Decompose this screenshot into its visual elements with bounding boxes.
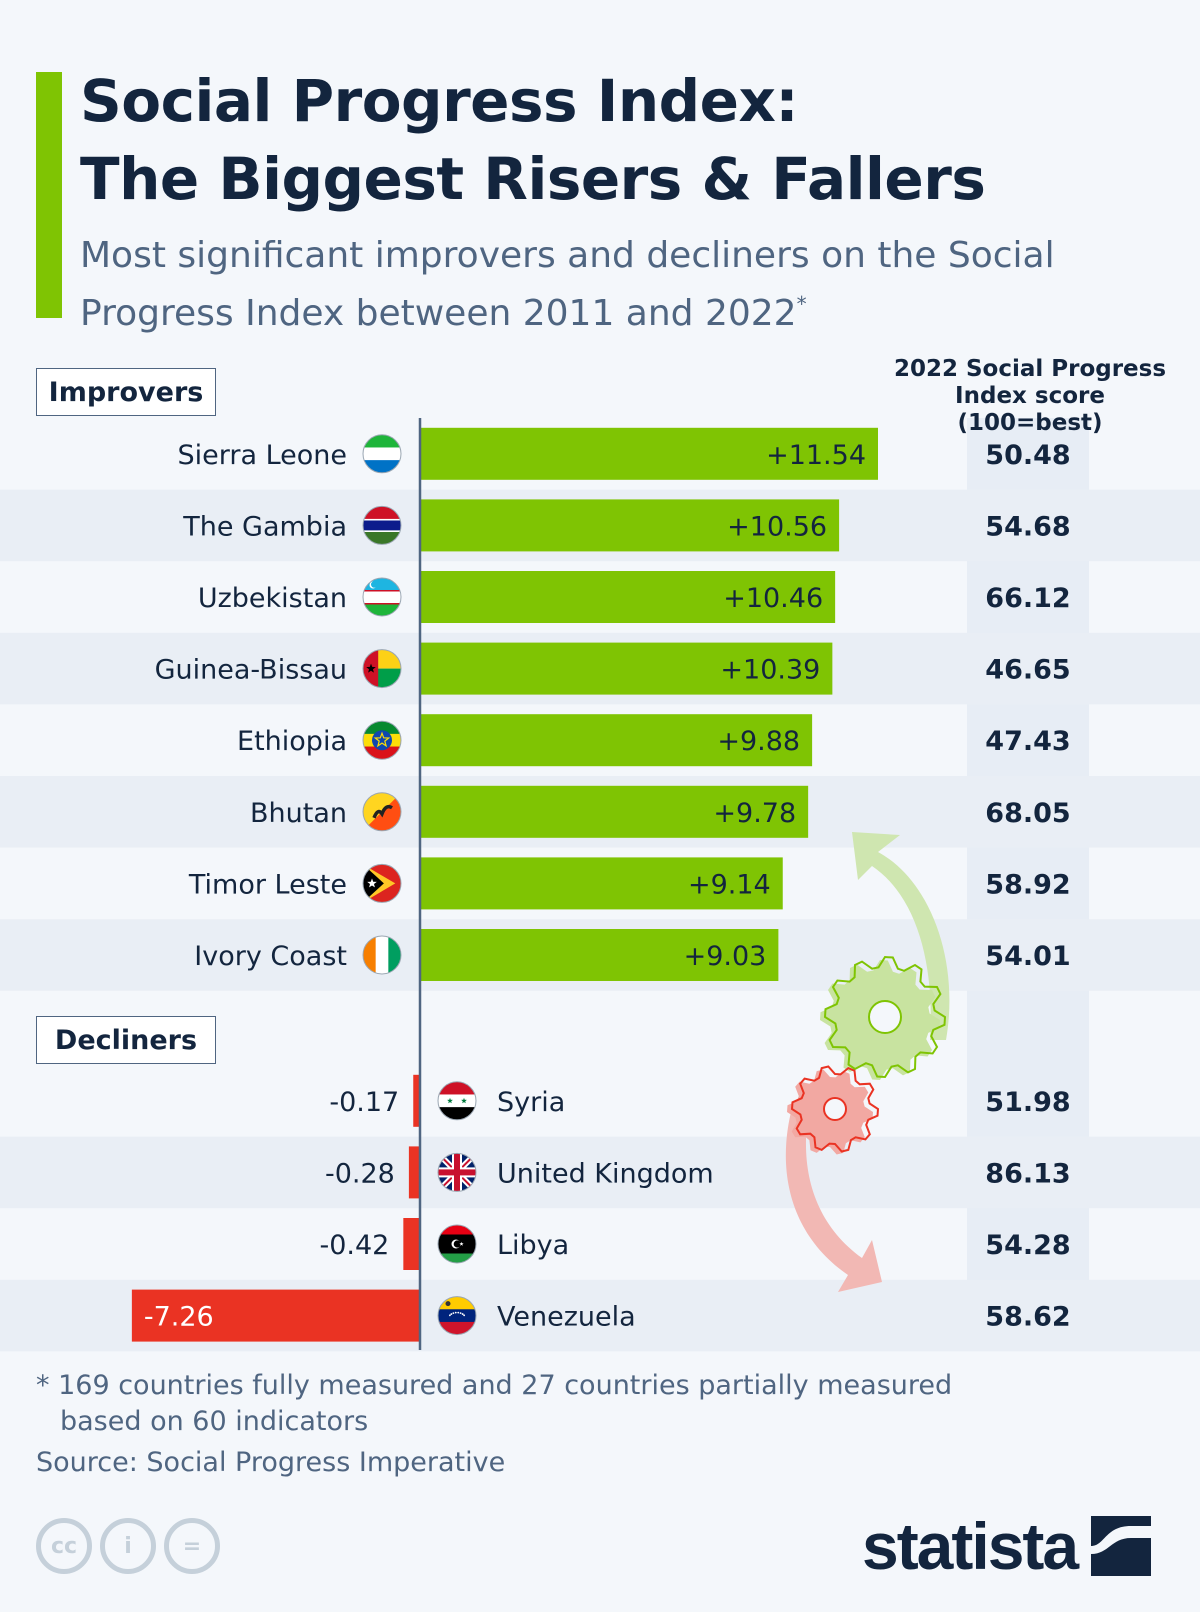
bar-ivory-coast [420,929,779,981]
guinea-bissau-flag-icon [362,649,402,689]
score-value: 68.05 [985,798,1070,829]
score-value: 51.98 [985,1087,1070,1118]
ethiopia-flag-icon [362,720,402,760]
score-value: 50.48 [985,440,1070,471]
statista-logo-icon [1091,1516,1152,1576]
bar-guinea-bissau [420,642,833,695]
country-label: Uzbekistan [198,583,347,614]
gears-arrows-decoration [785,832,950,1292]
bar-sierra-leone [420,427,878,480]
bar-value-label: +9.88 [717,726,800,757]
source-text: Source: Social Progress Imperative [36,1447,506,1478]
footnote-line-1: * 169 countries fully measured and 27 co… [36,1370,953,1401]
no-derivatives-icon[interactable]: = [164,1518,220,1574]
bar-libya [403,1218,420,1270]
bar-syria [413,1074,420,1127]
title-accent-bar [36,72,62,318]
bar-bhutan [420,785,809,838]
score-header-line-2: Index score (100=best) [955,383,1105,436]
title-line-2: The Biggest Risers & Fallers [80,145,986,213]
score-value: 47.43 [985,726,1070,757]
bar-venezuela [131,1289,421,1342]
country-label: Ivory Coast [194,941,347,972]
statista-logo[interactable]: statista [862,1508,1152,1584]
venezuela-flag-icon [437,1296,477,1336]
bar-value-label: -0.17 [329,1087,399,1118]
bar-value-label: +10.56 [727,511,827,542]
country-label: Guinea-Bissau [155,655,347,686]
bar-value-label: -7.26 [144,1302,214,1333]
bar-value-label: +9.78 [713,798,796,829]
bar-uzbekistan [420,571,836,623]
footnote: * 169 countries fully measured and 27 co… [36,1368,952,1440]
subtitle-footnote-marker: * [796,292,807,316]
timor-leste-flag-icon [362,863,402,903]
title-line-1: Social Progress Index: [80,67,799,135]
license-icons: cc i = [36,1518,220,1574]
score-value: 58.92 [985,869,1070,900]
score-value: 58.62 [985,1302,1070,1333]
ivory-coast-flag-icon [362,935,402,975]
score-value: 66.12 [985,583,1070,614]
gambia-flag-icon [362,505,402,545]
bar-value-label: -0.28 [325,1158,395,1189]
page-title: Social Progress Index: The Biggest Riser… [80,62,986,218]
country-label: Syria [497,1087,565,1118]
country-label: The Gambia [182,511,347,542]
score-value: 54.28 [985,1230,1070,1261]
statista-wordmark: statista [862,1509,1079,1583]
score-column-header: 2022 Social Progress Index score (100=be… [880,356,1180,437]
libya-flag-icon [437,1224,477,1264]
country-label: Bhutan [250,798,347,829]
bhutan-flag-icon [362,792,402,832]
bar-ethiopia [420,714,813,767]
sierra-leone-flag-icon [362,434,402,474]
bar-value-label: -0.42 [319,1230,389,1261]
uk-flag-icon [437,1152,477,1192]
country-label: Ethiopia [237,726,347,757]
red-arrow-icon [785,1104,882,1292]
attribution-icon[interactable]: i [100,1518,156,1574]
footnote-line-2: based on 60 indicators [60,1406,369,1437]
green-arrow-icon [852,832,950,1040]
score-value: 46.65 [985,655,1070,686]
country-label: Timor Leste [188,869,347,900]
bar-value-label: +11.54 [766,440,866,471]
bar-timor-leste [420,857,783,910]
bar-the-gambia [420,499,840,552]
score-value: 54.01 [985,941,1070,972]
bar-value-label: +10.39 [720,655,820,686]
score-value: 54.68 [985,511,1070,542]
score-value: 86.13 [985,1158,1070,1189]
bar-value-label: +9.14 [688,869,771,900]
country-label: Sierra Leone [177,440,347,471]
uzbekistan-flag-icon [362,577,402,617]
subtitle: Most significant improvers and decliners… [80,232,1180,338]
decliners-label: Decliners [36,1016,216,1064]
bar-value-label: +10.46 [723,583,823,614]
bar-united-kingdom [408,1146,420,1199]
score-header-line-1: 2022 Social Progress [893,356,1167,382]
syria-flag-icon [437,1081,477,1121]
red-gear-icon [787,1065,880,1155]
green-gear-icon [820,955,947,1080]
creative-commons-icon[interactable]: cc [36,1518,92,1574]
country-label: Libya [497,1230,569,1261]
subtitle-text: Most significant improvers and decliners… [80,235,1055,334]
improvers-label: Improvers [36,368,216,416]
country-label: United Kingdom [497,1158,714,1189]
country-label: Venezuela [497,1302,636,1333]
bar-value-label: +9.03 [684,941,767,972]
row-background [0,1136,1200,1209]
